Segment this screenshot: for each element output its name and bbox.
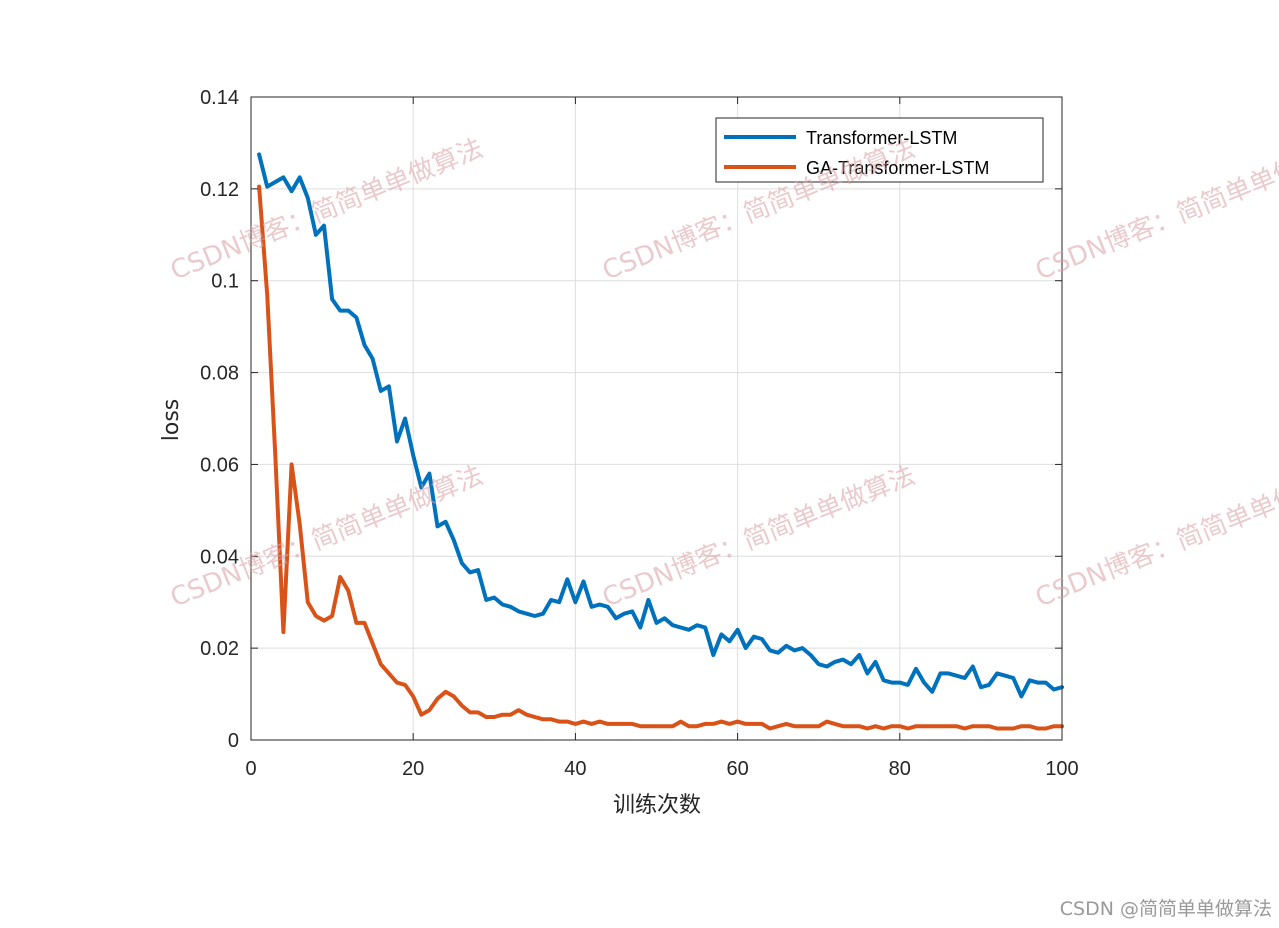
x-tick-label: 60	[726, 758, 748, 780]
y-axis-label: loss	[159, 399, 184, 442]
legend: Transformer-LSTM GA-Transformer-LSTM	[715, 117, 1044, 183]
x-tick-label: 0	[245, 758, 256, 780]
tick-labels: 0 20 40 60 80 100 0 0.02 0.04 0.06 0.08 0.1 0.12 0.14	[200, 87, 1079, 780]
series-lines	[257, 152, 1064, 731]
y-tick-label: 0.04	[200, 546, 239, 568]
x-tick-label: 100	[1045, 758, 1078, 780]
y-tick-label: 0.1	[211, 271, 239, 293]
x-tick-label: 80	[889, 758, 911, 780]
y-tick-label: 0	[228, 730, 239, 752]
x-axis-label: 训练次数	[613, 793, 701, 818]
y-tick-label: 0.08	[200, 363, 239, 385]
watermark-text: CSDN博客：简简单单做算法	[1031, 134, 1279, 287]
plot-frame	[250, 96, 1063, 741]
series-line-ga-transformer-lstm	[257, 184, 1064, 731]
axis-ticks	[250, 96, 1063, 741]
watermark-text: CSDN博客：简简单单做算法	[166, 461, 487, 614]
x-tick-label: 20	[402, 758, 424, 780]
y-tick-label: 0.14	[200, 87, 239, 109]
legend-label-ga-transformer-lstm: GA-Transformer-LSTM	[806, 158, 989, 178]
watermark-text: CSDN博客：简简单单做算法	[598, 461, 919, 614]
watermark-text: CSDN博客：简简单单做算法	[1031, 461, 1279, 614]
series-line-transformer-lstm	[257, 152, 1064, 699]
legend-label-transformer-lstm: Transformer-LSTM	[806, 128, 957, 148]
x-tick-label: 40	[564, 758, 586, 780]
footer-attribution: CSDN @简简单单做算法	[1060, 898, 1272, 920]
legend-box	[715, 117, 1044, 183]
watermark-layer: CSDN博客：简简单单做算法 CSDN博客：简简单单做算法 CSDN博客：简简单单做…	[166, 134, 1279, 614]
y-tick-label: 0.02	[200, 638, 239, 660]
y-tick-label: 0.06	[200, 454, 239, 476]
y-tick-label: 0.12	[200, 179, 239, 201]
